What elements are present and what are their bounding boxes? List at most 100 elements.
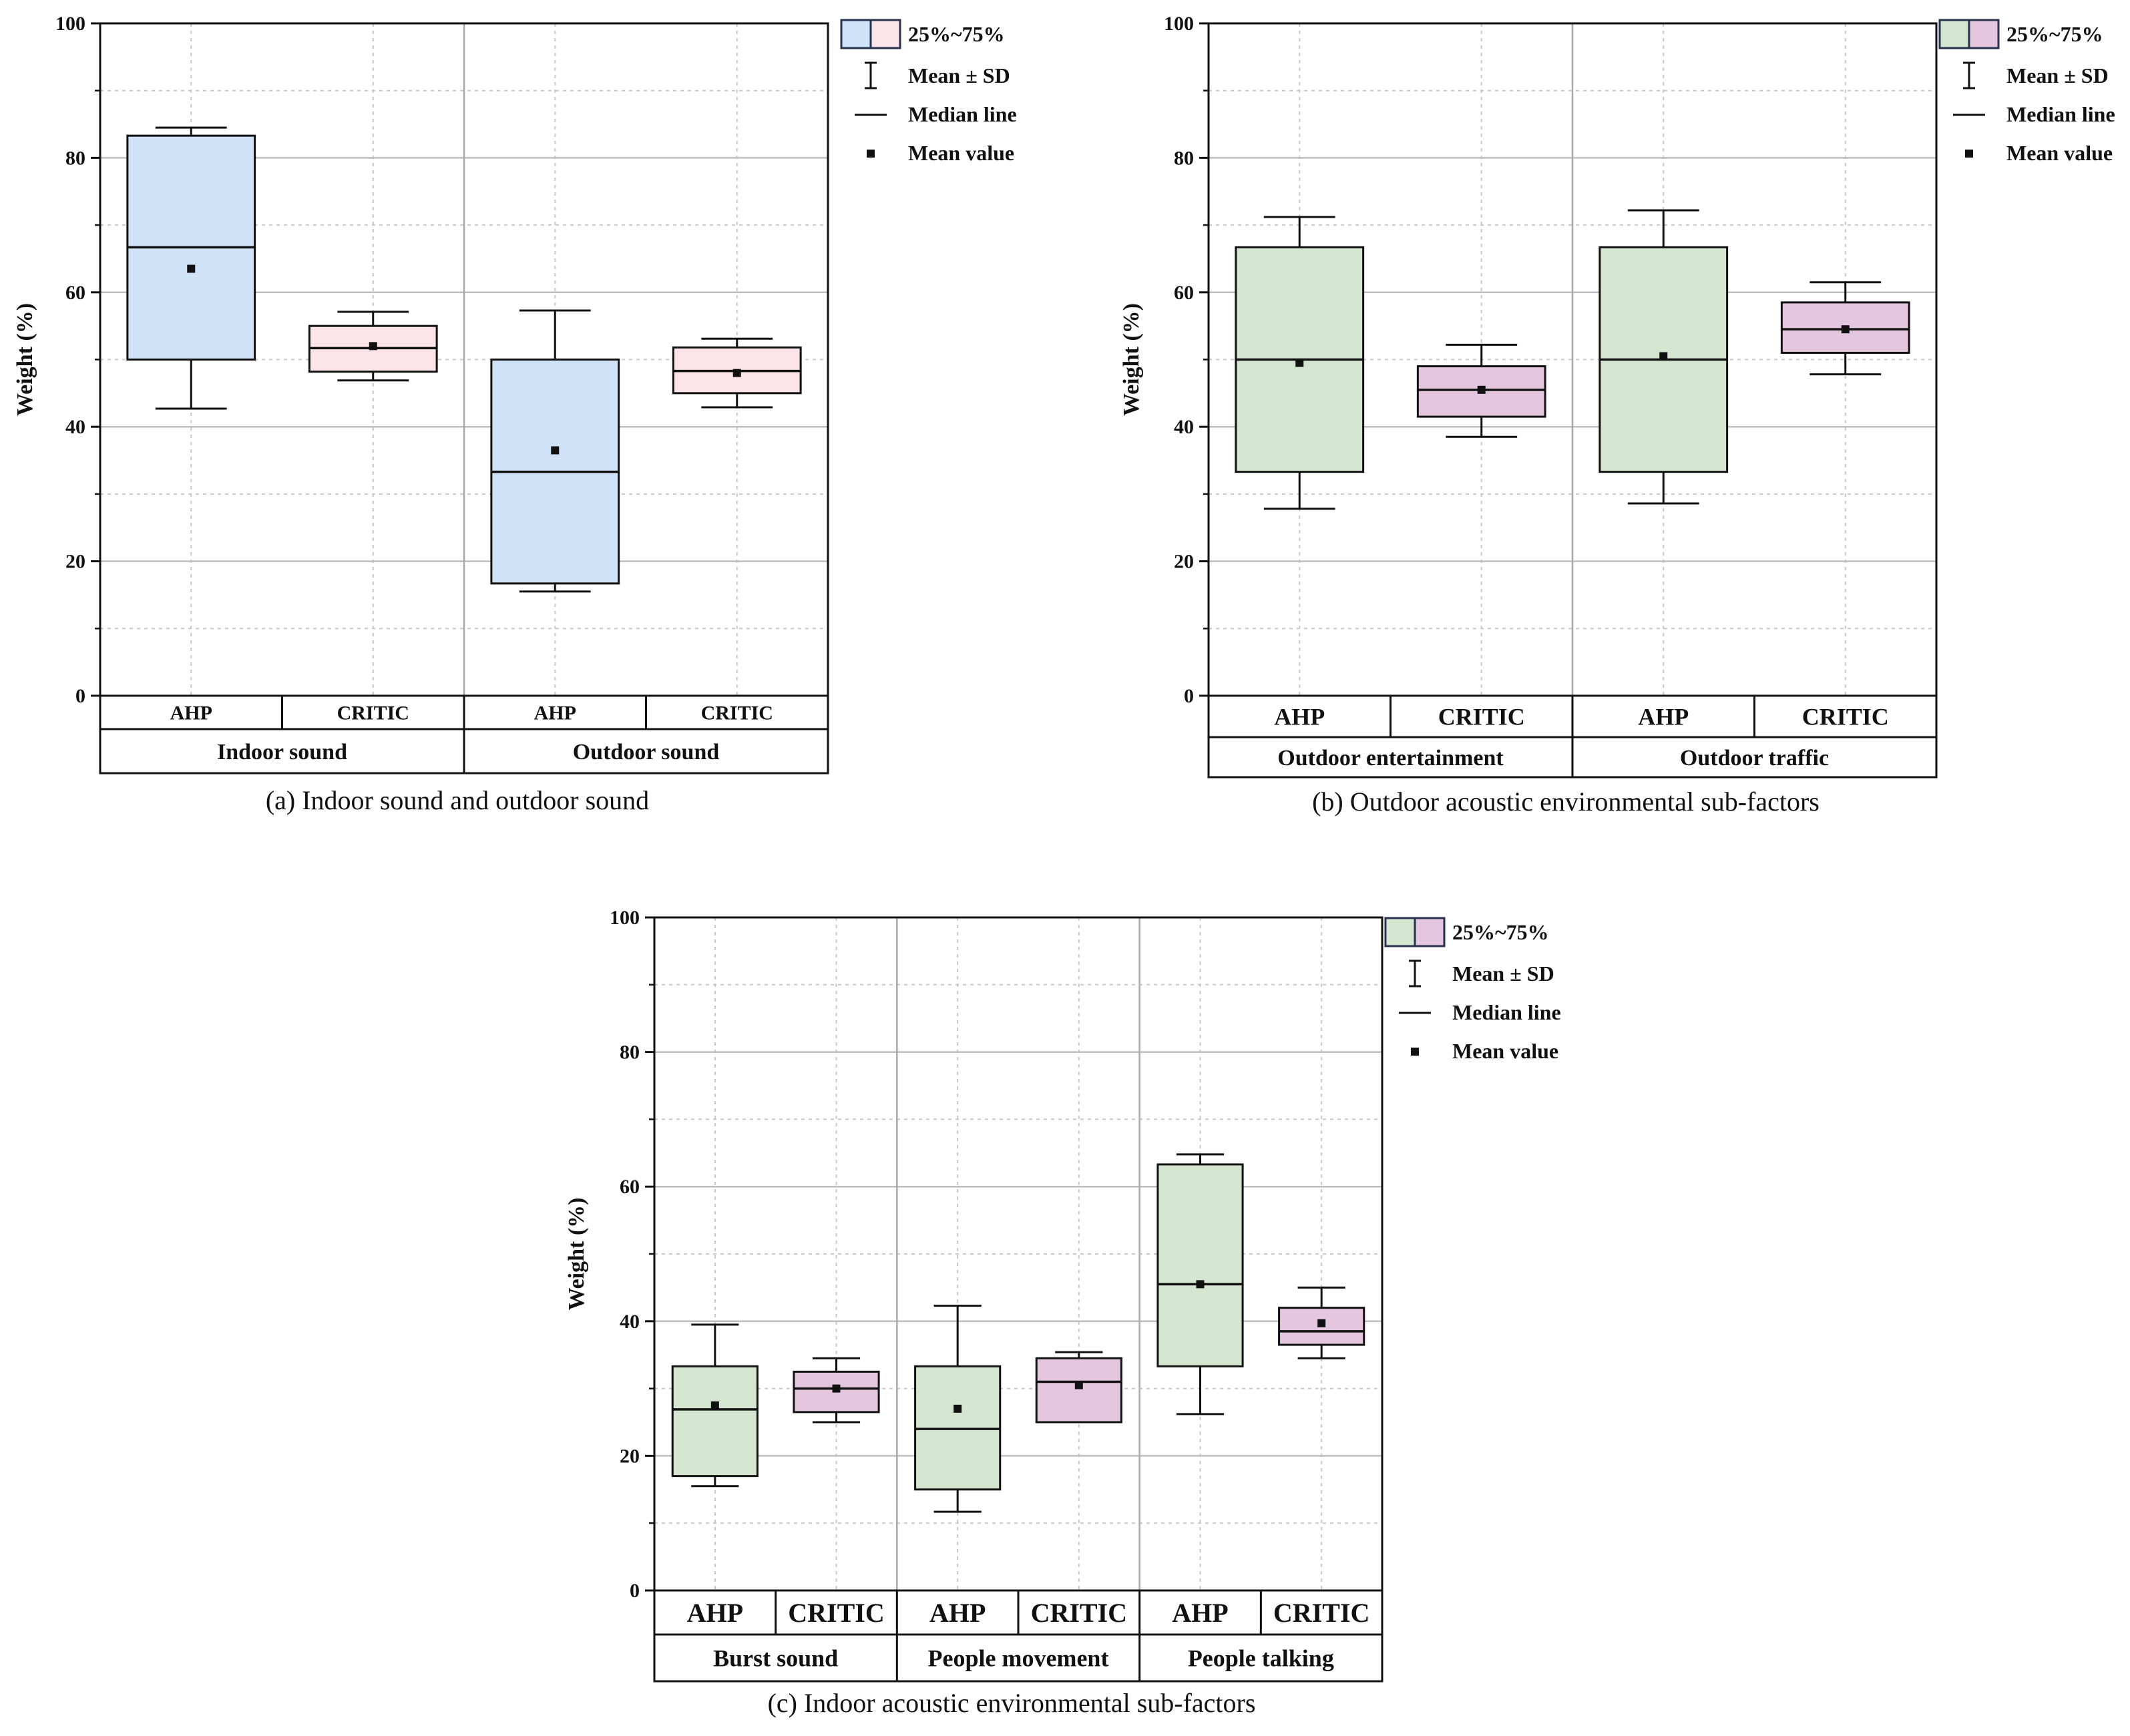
figure-caption: (b) Outdoor acoustic environmental sub-f… xyxy=(1312,787,1820,817)
group-label: Burst sound xyxy=(713,1645,838,1672)
y-tick-label: 80 xyxy=(620,1042,640,1064)
legend: 25%~75% Mean ± SD Median line Mean value xyxy=(840,19,1017,165)
iqr-box xyxy=(1035,1357,1122,1424)
mean-marker xyxy=(953,1404,962,1413)
legend-mean-symbol xyxy=(1411,1048,1419,1056)
chart-panel-1: 0 20 40 60 80 100 Weight (%) AHP CRITIC Indoor so… xyxy=(13,13,1017,815)
group-label: Outdoor sound xyxy=(573,740,720,765)
method-label: CRITIC xyxy=(1802,704,1889,730)
method-label: AHP xyxy=(534,702,576,724)
y-tick-label: 60 xyxy=(65,282,85,304)
method-label: AHP xyxy=(170,702,212,724)
method-label: CRITIC xyxy=(1273,1598,1369,1628)
box-ahp xyxy=(1156,1153,1244,1416)
y-tick-label: 100 xyxy=(1164,13,1194,35)
method-label: CRITIC xyxy=(701,702,773,724)
legend-swatch-critic xyxy=(869,19,901,49)
legend: 25%~75% Mean ± SD Median line Mean value xyxy=(1384,917,1561,1063)
group-label: Outdoor traffic xyxy=(1680,746,1829,771)
mean-marker xyxy=(187,264,196,273)
y-tick-label: 20 xyxy=(1174,551,1194,573)
y-axis-label: Weight (%) xyxy=(13,303,37,416)
legend-label-sd: Mean ± SD xyxy=(2006,63,2109,87)
legend-label-median: Median line xyxy=(908,102,1017,126)
y-tick-label: 40 xyxy=(65,416,85,438)
y-tick-label: 20 xyxy=(65,551,85,573)
method-label: CRITIC xyxy=(788,1598,884,1628)
legend-mean-symbol xyxy=(1965,150,1973,158)
legend-label-sd: Mean ± SD xyxy=(1452,961,1554,986)
mean-marker xyxy=(551,446,560,455)
legend-label-iqr: 25%~75% xyxy=(1452,920,1549,944)
box-critic xyxy=(1278,1286,1365,1359)
method-label: CRITIC xyxy=(337,702,409,724)
box-ahp xyxy=(914,1305,1002,1513)
legend-swatch-ahp xyxy=(1938,19,1970,49)
mean-marker xyxy=(1295,359,1304,367)
box-critic xyxy=(1035,1351,1122,1424)
mean-marker xyxy=(1074,1381,1083,1389)
mean-marker xyxy=(1317,1319,1326,1327)
mean-marker xyxy=(832,1384,841,1393)
y-tick-label: 80 xyxy=(65,147,85,169)
method-label: AHP xyxy=(1638,704,1689,730)
y-tick-label: 100 xyxy=(55,13,85,35)
mean-marker xyxy=(1477,385,1486,394)
legend-swatch-ahp xyxy=(840,19,872,49)
mean-marker xyxy=(710,1401,719,1409)
iqr-box xyxy=(1156,1163,1244,1367)
box-ahp xyxy=(126,126,256,410)
legend-swatch-ahp xyxy=(1384,917,1416,947)
method-label: CRITIC xyxy=(1438,704,1525,730)
y-tick-label: 0 xyxy=(630,1580,640,1602)
method-label: AHP xyxy=(687,1598,743,1628)
mean-marker xyxy=(1196,1280,1205,1289)
y-tick-label: 20 xyxy=(620,1445,640,1467)
y-tick-label: 0 xyxy=(1184,685,1194,707)
mean-marker xyxy=(369,342,377,351)
group-label: People movement xyxy=(928,1645,1109,1672)
legend-mean-symbol xyxy=(867,150,875,158)
legend-label-mean: Mean value xyxy=(908,141,1014,165)
y-tick-label: 60 xyxy=(620,1176,640,1198)
box-critic xyxy=(672,337,802,409)
legend-swatch-critic xyxy=(1968,19,2000,49)
chart-panel-3: 0 20 40 60 80 100 Weight (%) AHP CRITIC Burst sou… xyxy=(564,907,1561,1718)
legend-label-mean: Mean value xyxy=(1452,1039,1558,1063)
group-label: Outdoor entertainment xyxy=(1277,746,1504,771)
box-critic xyxy=(1780,281,1910,376)
figure-caption: (a) Indoor sound and outdoor sound xyxy=(266,785,649,815)
chart-panel-2: 0 20 40 60 80 100 Weight (%) AHP CRITIC Outdoor e… xyxy=(1119,13,2115,817)
box-critic xyxy=(308,310,438,382)
legend-label-sd: Mean ± SD xyxy=(908,63,1010,87)
method-label: AHP xyxy=(929,1598,986,1628)
y-axis-label: Weight (%) xyxy=(564,1197,589,1310)
group-label: People talking xyxy=(1188,1645,1334,1672)
y-tick-label: 60 xyxy=(1174,282,1194,304)
group-label: Indoor sound xyxy=(217,740,347,765)
box-ahp xyxy=(490,309,620,593)
figure-caption: (c) Indoor acoustic environmental sub-fa… xyxy=(768,1688,1256,1718)
y-tick-label: 40 xyxy=(1174,416,1194,438)
box-critic xyxy=(793,1357,880,1424)
legend-label-median: Median line xyxy=(2006,102,2115,126)
mean-marker xyxy=(1659,352,1668,361)
legend-label-iqr: 25%~75% xyxy=(2006,22,2103,46)
y-tick-label: 40 xyxy=(620,1311,640,1333)
box-ahp xyxy=(1599,209,1729,505)
y-tick-label: 0 xyxy=(75,685,85,707)
legend-label-median: Median line xyxy=(1452,1000,1561,1024)
y-tick-label: 80 xyxy=(1174,147,1194,169)
method-label: AHP xyxy=(1274,704,1325,730)
y-axis-label: Weight (%) xyxy=(1119,303,1144,416)
legend-swatch-critic xyxy=(1414,917,1446,947)
box-ahp xyxy=(671,1323,759,1488)
method-label: CRITIC xyxy=(1031,1598,1127,1628)
iqr-box xyxy=(671,1365,759,1478)
box-critic xyxy=(1416,343,1546,438)
y-tick-label: 100 xyxy=(610,907,640,929)
legend: 25%~75% Mean ± SD Median line Mean value xyxy=(1938,19,2115,165)
method-label: AHP xyxy=(1172,1598,1228,1628)
box-ahp xyxy=(1235,216,1365,510)
